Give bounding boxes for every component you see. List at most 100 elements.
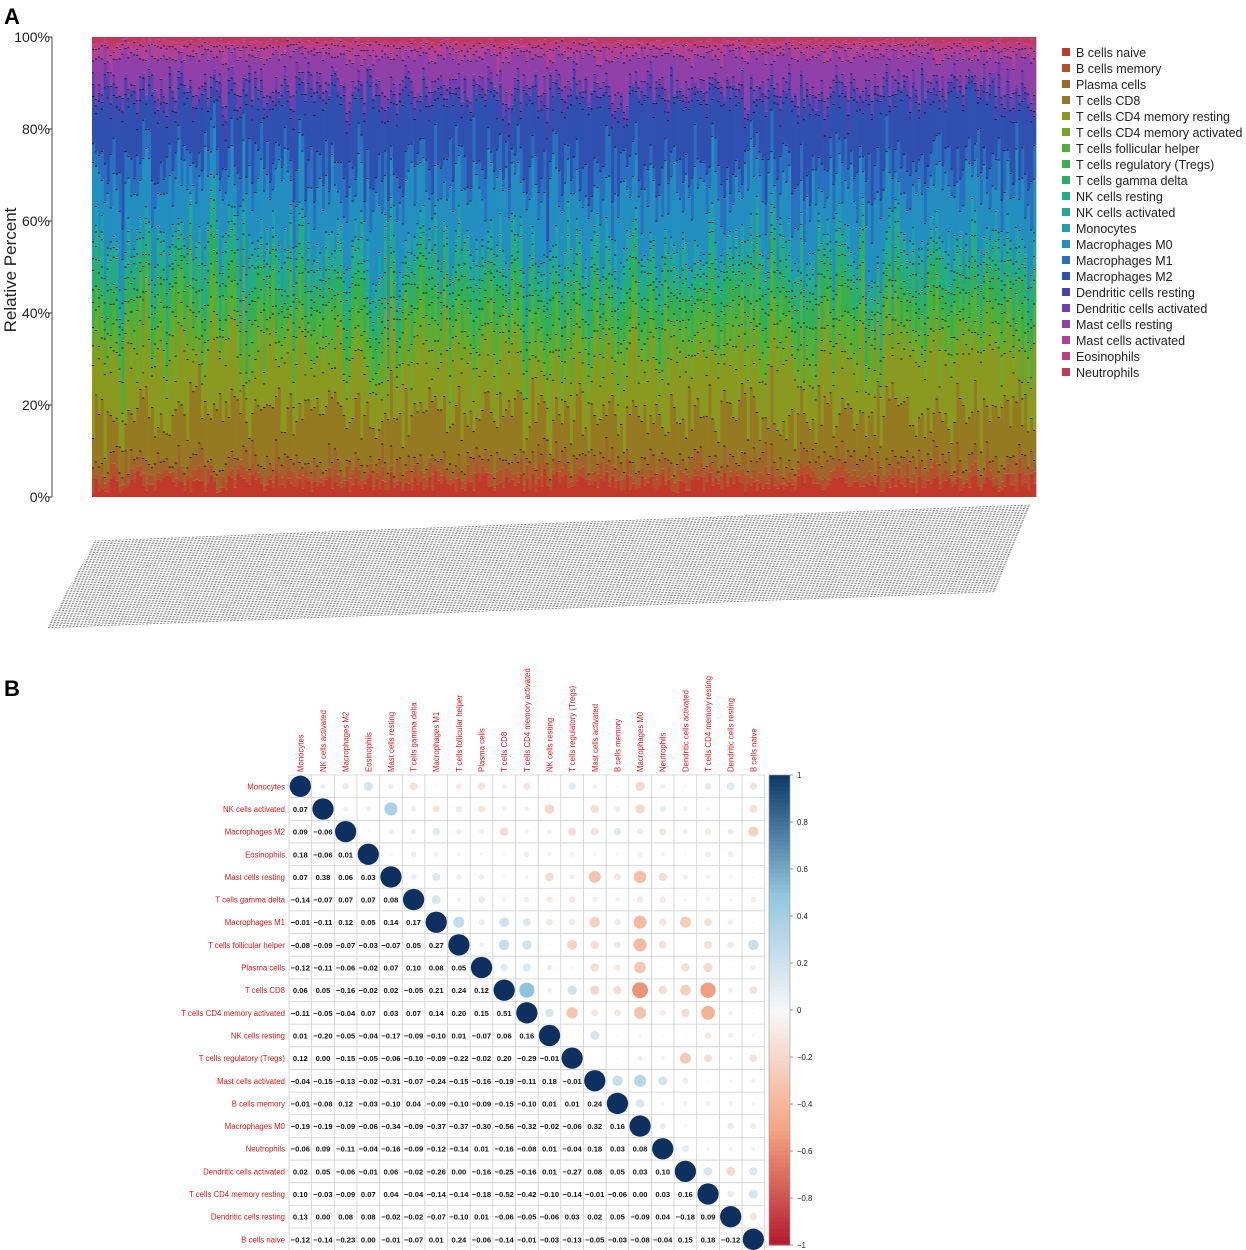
segment-boundary xyxy=(325,174,328,176)
segment-boundary xyxy=(112,323,115,325)
segment-boundary xyxy=(274,331,277,333)
bar-segment xyxy=(419,162,423,211)
bar-segment xyxy=(351,200,355,241)
bar-segment xyxy=(345,337,349,359)
bar-segment xyxy=(348,286,352,293)
segment-boundary xyxy=(404,290,407,292)
segment-boundary xyxy=(198,364,201,366)
segment-boundary xyxy=(251,182,254,184)
bar-segment xyxy=(186,285,190,306)
bar-segment xyxy=(463,242,467,264)
bar-segment xyxy=(348,37,352,44)
bar-segment xyxy=(360,277,364,309)
segment-boundary xyxy=(319,252,322,254)
segment-boundary xyxy=(434,226,437,228)
bar-segment xyxy=(389,37,394,46)
segment-boundary xyxy=(242,290,245,292)
bar-segment xyxy=(431,37,435,43)
segment-boundary xyxy=(316,269,319,271)
bar-segment xyxy=(186,344,190,359)
bar-segment xyxy=(457,236,462,265)
bar-segment xyxy=(304,215,308,269)
bar-segment xyxy=(174,282,178,316)
segment-boundary xyxy=(266,243,269,245)
bar-segment xyxy=(245,398,249,422)
bar-segment xyxy=(431,91,435,106)
bar-segment xyxy=(469,286,473,301)
bar-segment xyxy=(142,237,146,255)
segment-boundary xyxy=(227,48,230,50)
bar-segment xyxy=(168,265,172,284)
bar-segment xyxy=(431,193,435,219)
bar-segment xyxy=(177,40,181,47)
bar-segment xyxy=(304,57,308,94)
segment-boundary xyxy=(280,464,283,466)
bar-segment xyxy=(180,84,184,159)
bar-segment xyxy=(109,478,113,497)
bar-segment xyxy=(130,449,134,469)
segment-boundary xyxy=(177,70,180,72)
bar-segment xyxy=(201,363,205,384)
bar-segment xyxy=(316,398,320,466)
bar-segment xyxy=(248,164,252,235)
segment-boundary xyxy=(422,265,425,267)
segment-boundary xyxy=(148,69,151,71)
segment-boundary xyxy=(407,45,410,47)
bar-segment xyxy=(310,290,314,300)
segment-boundary xyxy=(210,50,213,52)
bar-segment xyxy=(348,318,352,347)
bar-segment xyxy=(392,271,397,283)
segment-boundary xyxy=(124,423,127,425)
bar-segment xyxy=(451,305,456,326)
segment-boundary xyxy=(407,56,410,58)
segment-boundary xyxy=(127,47,130,49)
segment-boundary xyxy=(201,448,204,450)
segment-boundary xyxy=(153,44,157,46)
bar-segment xyxy=(336,272,341,278)
bar-segment xyxy=(372,296,376,302)
bar-segment xyxy=(183,92,187,104)
segment-boundary xyxy=(413,49,416,51)
bar-segment xyxy=(425,314,429,340)
segment-boundary xyxy=(266,103,269,105)
segment-boundary xyxy=(422,137,425,139)
bar-segment xyxy=(133,37,137,41)
bar-segment xyxy=(103,201,108,279)
segment-boundary xyxy=(375,177,378,179)
bar-segment xyxy=(286,148,290,172)
bar-segment xyxy=(274,255,279,289)
bar-segment xyxy=(280,54,285,85)
bar-segment xyxy=(295,40,299,44)
bar-segment xyxy=(159,461,164,474)
bar-segment xyxy=(198,237,202,243)
bar-segment xyxy=(103,302,108,322)
bar-segment xyxy=(94,165,99,207)
sample-bar xyxy=(151,37,155,497)
segment-boundary xyxy=(443,260,446,262)
bar-segment xyxy=(207,270,211,283)
segment-boundary xyxy=(180,61,183,63)
bar-segment xyxy=(215,474,220,490)
segment-boundary xyxy=(466,362,469,364)
segment-boundary xyxy=(124,94,127,96)
segment-boundary xyxy=(395,458,398,460)
segment-boundary xyxy=(351,283,354,285)
segment-boundary xyxy=(254,47,257,49)
bar-segment xyxy=(109,463,113,479)
bar-segment xyxy=(457,63,462,74)
bar-segment xyxy=(112,323,116,351)
segment-boundary xyxy=(106,192,109,194)
segment-boundary xyxy=(212,78,216,80)
bar-segment xyxy=(100,239,105,267)
bar-segment xyxy=(313,375,317,408)
bar-segment xyxy=(115,257,119,287)
bar-segment xyxy=(428,120,432,170)
segment-boundary xyxy=(148,284,151,286)
bar-segment xyxy=(387,37,391,44)
segment-boundary xyxy=(395,220,398,222)
segment-boundary xyxy=(115,59,118,61)
bar-segment xyxy=(139,320,143,389)
bar-segment xyxy=(165,343,170,366)
bar-segment xyxy=(457,44,462,52)
bar-segment xyxy=(434,395,438,460)
